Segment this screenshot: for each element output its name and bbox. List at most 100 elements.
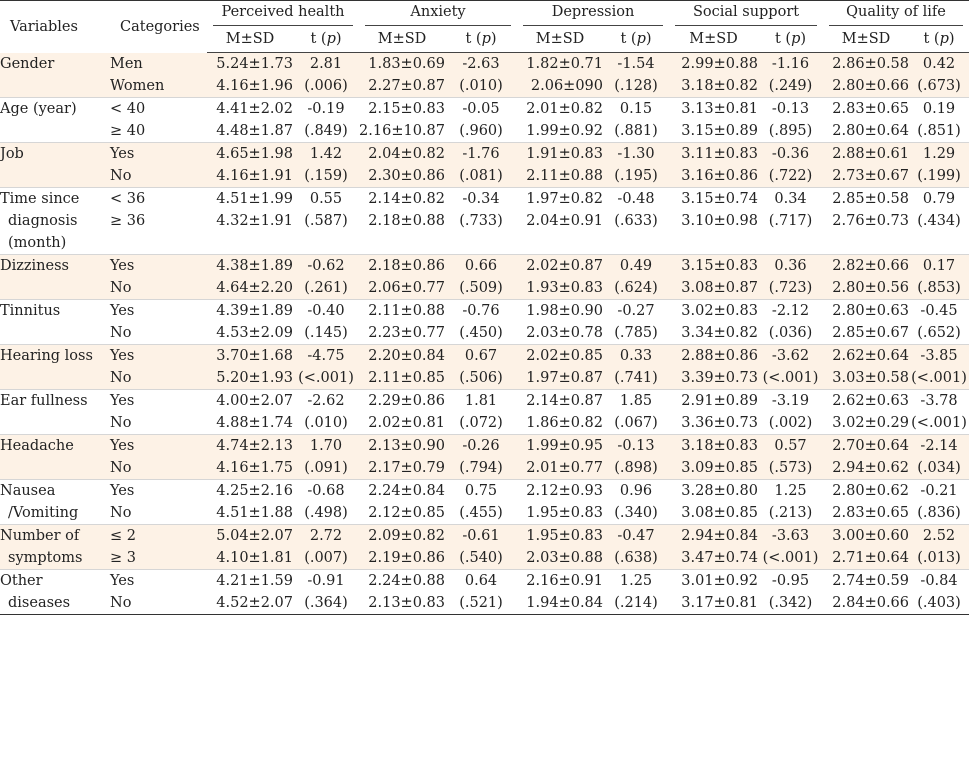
subheader-tp-quality-of-life: t (p) <box>909 28 969 53</box>
subheader-tp-depression: t (p) <box>603 28 670 53</box>
t-p-cell: 0.36 (.723) <box>758 254 824 300</box>
mean-sd-cell: 4.51±1.99 4.32±1.91 <box>216 191 293 229</box>
t-p-cell: -4.75 (<.001) <box>293 344 359 390</box>
category-cell: Yes No <box>110 254 207 300</box>
t-p-cell: 0.67 (.506) <box>445 344 518 390</box>
subheader-msd-depression: M±SD <box>517 28 604 53</box>
mean-sd-cell: 2.16±0.91 1.94±0.84 <box>526 573 604 611</box>
subheader-tp-perceived-health: t (p) <box>293 28 359 53</box>
t-p-cell: -3.63 (<.001) <box>758 524 824 570</box>
category-cell: ≤ 2 ≥ 3 <box>110 524 207 570</box>
t-p-cell: -0.26 (.794) <box>445 434 518 480</box>
header-row-subcolumns: M±SD t (p) M±SD t (p) M±SD t (p) M±SD t (p) M±SD… <box>0 28 969 53</box>
t-p-cell: -0.47 (.638) <box>603 524 670 570</box>
subheader-msd-perceived-health: M±SD <box>207 28 293 53</box>
t-p-cell: -0.19 (.849) <box>304 101 348 139</box>
header-variables: Variables <box>10 18 78 35</box>
mean-sd-cell: 3.15±0.83 3.08±0.87 <box>669 254 759 300</box>
category-cell: Yes No <box>110 483 135 521</box>
t-p-cell: 2.81 (.006) <box>293 52 359 98</box>
category-cell: Yes No <box>110 573 135 611</box>
t-p-cell: -0.27 (.785) <box>614 303 658 341</box>
table-row: Gender Men Women 5.24±1.73 4.16±1.96 2.81 (.00… <box>0 52 969 98</box>
t-p-cell: -3.78 (<.001) <box>911 393 967 431</box>
variable-cell: Headache <box>0 434 110 480</box>
category-cell: Yes No <box>110 303 135 341</box>
t-p-cell: 1.70 (.091) <box>293 434 359 480</box>
t-p-cell: 1.85 (.067) <box>614 393 658 431</box>
t-p-cell: 0.42 (.673) <box>909 52 969 98</box>
mean-sd-cell: 3.00±0.60 2.71±0.64 <box>823 524 910 570</box>
header-group-depression: Depression <box>517 1 669 29</box>
mean-sd-cell: 3.18±0.83 3.09±0.85 <box>669 434 759 480</box>
t-p-cell: -1.30 (.195) <box>603 142 670 188</box>
table-row: Dizziness Yes No 4.38±1.89 4.64±2.20 -0.62 (.2… <box>0 254 969 300</box>
mean-sd-cell: 2.14±0.82 2.18±0.88 <box>368 191 445 229</box>
t-p-cell: -0.36 (.722) <box>758 142 824 188</box>
mean-sd-cell: 2.13±0.90 2.17±0.79 <box>359 434 445 480</box>
mean-sd-cell: 2.62±0.64 3.03±0.58 <box>823 344 910 390</box>
t-p-cell: -3.62 (<.001) <box>758 344 824 390</box>
mean-sd-cell: 4.41±2.02 4.48±1.87 <box>216 101 293 139</box>
t-p-cell: -0.34 (.733) <box>459 191 503 229</box>
mean-sd-cell: 1.83±0.69 2.27±0.87 <box>359 52 445 98</box>
header-categories: Categories <box>120 18 200 35</box>
mean-sd-cell: 2.20±0.84 2.11±0.85 <box>359 344 445 390</box>
t-p-cell: -0.68 (.498) <box>304 483 348 521</box>
t-p-cell: -0.91 (.364) <box>304 573 348 611</box>
t-p-cell: 0.64 (.521) <box>459 573 503 611</box>
t-p-cell: 0.17 (.853) <box>909 254 969 300</box>
mean-sd-cell: 1.91±0.83 2.11±0.88 <box>517 142 604 188</box>
mean-sd-cell: 2.09±0.82 2.19±0.86 <box>359 524 445 570</box>
mean-sd-cell: 3.13±0.81 3.15±0.89 <box>681 101 759 139</box>
mean-sd-cell: 3.70±1.68 5.20±1.93 <box>207 344 293 390</box>
mean-sd-cell: 2.80±0.63 2.85±0.67 <box>832 303 910 341</box>
t-p-cell: -0.13 (.898) <box>603 434 670 480</box>
t-p-cell: -0.48 (.633) <box>614 191 658 229</box>
t-p-cell: 1.25 (.214) <box>614 573 658 611</box>
mean-sd-cell: 2.83±0.65 2.80±0.64 <box>832 101 910 139</box>
table-row: Tinnitus Yes No 4.39±1.89 4.53±2.09 -0.40 (.14… <box>0 300 969 345</box>
table-row: Job Yes No 4.65±1.98 4.16±1.91 1.42 (.159) 2.04… <box>0 142 969 188</box>
t-p-cell: 0.34 (.717) <box>768 191 813 229</box>
variable-cell: Age (year) <box>0 101 77 117</box>
t-p-cell: -2.14 (.034) <box>909 434 969 480</box>
mean-sd-cell: 2.02±0.85 1.97±0.87 <box>517 344 604 390</box>
t-p-cell: -2.62 (.010) <box>304 393 348 431</box>
category-cell: Yes No <box>110 434 207 480</box>
t-p-cell: -2.12 (.036) <box>768 303 813 341</box>
subheader-msd-quality-of-life: M±SD <box>823 28 910 53</box>
t-p-cell: 0.55 (.587) <box>304 191 348 229</box>
mean-sd-cell: 4.38±1.89 4.64±2.20 <box>207 254 293 300</box>
mean-sd-cell: 2.74±0.59 2.84±0.66 <box>832 573 910 611</box>
mean-sd-cell: 2.82±0.66 2.80±0.56 <box>823 254 910 300</box>
variable-cell: Time since diagnosis (month) <box>0 191 80 251</box>
mean-sd-cell: 5.04±2.07 4.10±1.81 <box>207 524 293 570</box>
variable-cell: Number of symptoms <box>0 524 110 570</box>
mean-sd-cell: 4.00±2.07 4.88±1.74 <box>216 393 293 431</box>
header-group-quality-of-life: Quality of life <box>823 1 969 29</box>
mean-sd-cell: 5.24±1.73 4.16±1.96 <box>207 52 293 98</box>
subheader-tp-anxiety: t (p) <box>445 28 518 53</box>
category-cell: < 40 ≥ 40 <box>110 101 146 139</box>
t-p-cell: 2.52 (.013) <box>909 524 969 570</box>
mean-sd-cell: 4.74±2.13 4.16±1.75 <box>207 434 293 480</box>
mean-sd-cell: 2.24±0.88 2.13±0.83 <box>368 573 445 611</box>
t-p-cell: -1.54 (.128) <box>603 52 670 98</box>
t-p-cell: -2.63 (.010) <box>445 52 518 98</box>
mean-sd-cell: 1.98±0.90 2.03±0.78 <box>526 303 604 341</box>
mean-sd-cell: 1.99±0.95 2.01±0.77 <box>517 434 604 480</box>
t-p-cell: -0.61 (.540) <box>445 524 518 570</box>
category-cell: < 36 ≥ 36 <box>110 191 146 229</box>
t-p-cell: 0.57 (.573) <box>758 434 824 480</box>
mean-sd-cell: 4.39±1.89 4.53±2.09 <box>216 303 293 341</box>
mean-sd-cell: 4.21±1.59 4.52±2.07 <box>216 573 293 611</box>
mean-sd-cell: 2.62±0.63 3.02±0.29 <box>832 393 910 431</box>
mean-sd-cell: 2.88±0.86 3.39±0.73 <box>669 344 759 390</box>
t-p-cell: -0.45 (.652) <box>917 303 961 341</box>
header-group-perceived-health: Perceived health <box>207 1 359 29</box>
mean-sd-cell: 1.82±0.71 2.06±090 <box>517 52 604 98</box>
mean-sd-cell: 2.18±0.86 2.06±0.77 <box>359 254 445 300</box>
table-row: Number of symptoms ≤ 2 ≥ 3 5.04±2.07 4.10±1.8… <box>0 524 969 570</box>
mean-sd-cell: 2.86±0.58 2.80±0.66 <box>823 52 910 98</box>
